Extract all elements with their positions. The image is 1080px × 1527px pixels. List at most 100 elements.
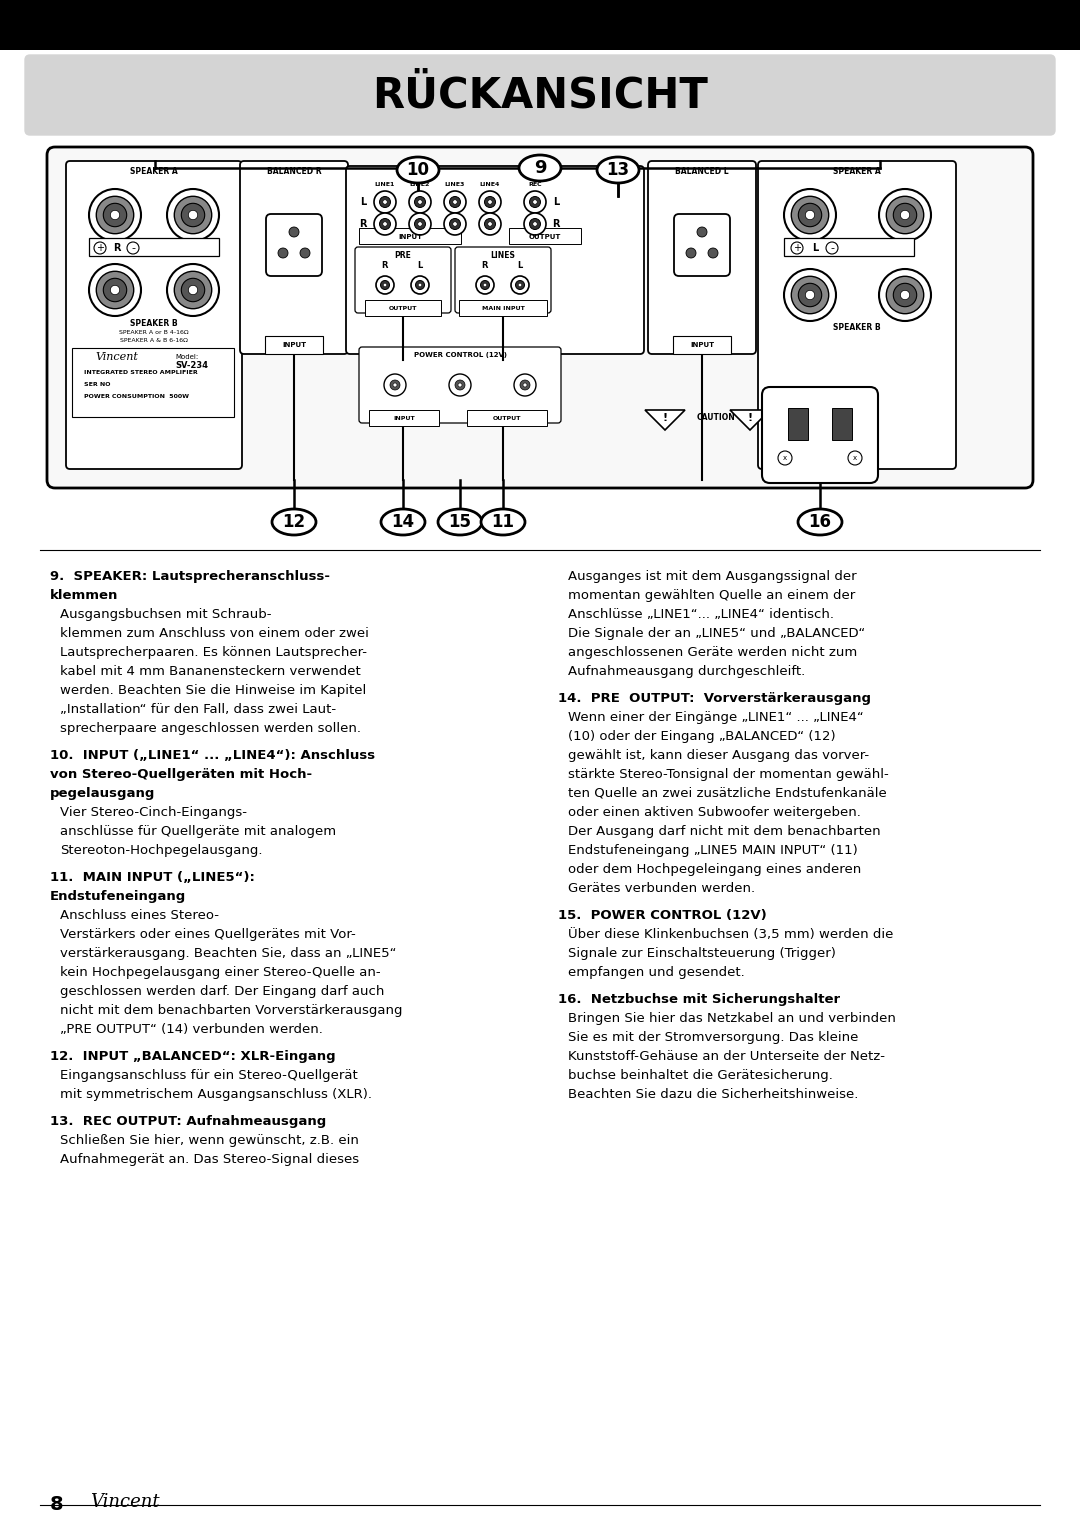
Ellipse shape: [438, 508, 482, 534]
Text: OUTPUT: OUTPUT: [389, 307, 417, 312]
Text: 11: 11: [491, 513, 514, 531]
FancyBboxPatch shape: [72, 348, 234, 417]
Circle shape: [708, 247, 718, 258]
Text: Lautsprecherpaaren. Es können Lautsprecher-: Lautsprecherpaaren. Es können Lautsprech…: [60, 646, 367, 660]
Circle shape: [418, 282, 422, 287]
Text: SPEAKER A or B 4-16Ω: SPEAKER A or B 4-16Ω: [119, 330, 189, 336]
Text: 11.  MAIN INPUT („LINE5“):: 11. MAIN INPUT („LINE5“):: [50, 870, 255, 884]
Text: SER NO: SER NO: [84, 382, 110, 386]
Circle shape: [826, 241, 838, 253]
Text: x: x: [783, 455, 787, 461]
Text: Schließen Sie hier, wenn gewünscht, z.B. ein: Schließen Sie hier, wenn gewünscht, z.B.…: [60, 1135, 359, 1147]
Ellipse shape: [519, 156, 561, 182]
Text: pegelausgang: pegelausgang: [50, 786, 156, 800]
Text: SPEAKER B: SPEAKER B: [131, 319, 178, 327]
Circle shape: [686, 247, 696, 258]
Ellipse shape: [272, 508, 316, 534]
Circle shape: [532, 200, 537, 205]
FancyBboxPatch shape: [467, 411, 546, 426]
Text: Ausgangsbuchsen mit Schraub-: Ausgangsbuchsen mit Schraub-: [60, 608, 271, 621]
Text: Vincent: Vincent: [90, 1493, 160, 1512]
Circle shape: [523, 383, 527, 386]
Text: empfangen und gesendet.: empfangen und gesendet.: [568, 967, 745, 979]
Text: R: R: [381, 261, 388, 269]
FancyBboxPatch shape: [266, 214, 322, 276]
Circle shape: [96, 197, 134, 234]
Text: Model:: Model:: [175, 354, 199, 360]
Circle shape: [167, 189, 219, 241]
Text: +: +: [793, 243, 801, 253]
Circle shape: [104, 278, 126, 302]
FancyBboxPatch shape: [509, 228, 581, 244]
Circle shape: [524, 191, 546, 212]
Text: 15.  POWER CONTROL (12V): 15. POWER CONTROL (12V): [558, 909, 767, 922]
Text: Der Ausgang darf nicht mit dem benachbarten: Der Ausgang darf nicht mit dem benachbar…: [568, 825, 880, 838]
Circle shape: [409, 191, 431, 212]
Text: LINES: LINES: [490, 252, 515, 261]
Text: INPUT: INPUT: [397, 234, 422, 240]
Text: Wenn einer der Eingänge „LINE1“ ... „LINE4“: Wenn einer der Eingänge „LINE1“ ... „LIN…: [568, 712, 864, 724]
Text: L: L: [517, 261, 523, 269]
Text: werden. Beachten Sie die Hinweise im Kapitel: werden. Beachten Sie die Hinweise im Kap…: [60, 684, 366, 696]
Text: angeschlossenen Geräte werden nicht zum: angeschlossenen Geräte werden nicht zum: [568, 646, 858, 660]
Text: R: R: [360, 218, 367, 229]
Text: verstärkerausgang. Beachten Sie, dass an „LINE5“: verstärkerausgang. Beachten Sie, dass an…: [60, 947, 396, 960]
Text: Aufnahmeausgang durchgeschleift.: Aufnahmeausgang durchgeschleift.: [568, 664, 806, 678]
Circle shape: [376, 276, 394, 295]
Text: Endstufeneingang: Endstufeneingang: [50, 890, 186, 902]
Ellipse shape: [381, 508, 426, 534]
Circle shape: [444, 212, 465, 235]
Circle shape: [798, 203, 822, 226]
Text: kein Hochpegelausgang einer Stereo-Quelle an-: kein Hochpegelausgang einer Stereo-Quell…: [60, 967, 380, 979]
Text: L: L: [553, 197, 559, 208]
Circle shape: [110, 211, 120, 220]
FancyBboxPatch shape: [25, 55, 1055, 134]
FancyBboxPatch shape: [359, 347, 561, 423]
Text: ten Quelle an zwei zusätzliche Endstufenkanäle: ten Quelle an zwei zusätzliche Endstufen…: [568, 786, 887, 800]
Text: Kunststoff-Gehäuse an der Unterseite der Netz-: Kunststoff-Gehäuse an der Unterseite der…: [568, 1051, 885, 1063]
Text: (10) oder der Eingang „BALANCED“ (12): (10) oder der Eingang „BALANCED“ (12): [568, 730, 836, 744]
Circle shape: [480, 191, 501, 212]
Text: INPUT: INPUT: [690, 342, 714, 348]
Circle shape: [449, 374, 471, 395]
Text: geschlossen werden darf. Der Eingang darf auch: geschlossen werden darf. Der Eingang dar…: [60, 985, 384, 999]
Circle shape: [480, 212, 501, 235]
Text: LINE3: LINE3: [445, 183, 465, 188]
Text: 16: 16: [809, 513, 832, 531]
Circle shape: [893, 203, 917, 226]
Circle shape: [455, 380, 465, 389]
Text: 12: 12: [283, 513, 306, 531]
Text: R: R: [113, 243, 121, 253]
Polygon shape: [730, 411, 770, 431]
Text: 13: 13: [607, 160, 630, 179]
Circle shape: [778, 450, 792, 466]
FancyBboxPatch shape: [762, 386, 878, 483]
FancyBboxPatch shape: [359, 228, 461, 244]
Circle shape: [390, 380, 400, 389]
Circle shape: [458, 383, 462, 386]
Circle shape: [791, 241, 804, 253]
Text: sprecherpaare angeschlossen werden sollen.: sprecherpaare angeschlossen werden solle…: [60, 722, 361, 734]
Text: POWER CONTROL (12V): POWER CONTROL (12V): [414, 353, 507, 357]
Text: +: +: [96, 243, 104, 253]
Text: klemmen zum Anschluss von einem oder zwei: klemmen zum Anschluss von einem oder zwe…: [60, 628, 369, 640]
Circle shape: [483, 282, 487, 287]
Circle shape: [453, 221, 457, 226]
FancyBboxPatch shape: [48, 147, 1032, 489]
Circle shape: [476, 276, 494, 295]
Text: BALANCED R: BALANCED R: [267, 168, 322, 177]
FancyBboxPatch shape: [346, 166, 644, 354]
Text: oder dem Hochpegeleingang eines anderen: oder dem Hochpegeleingang eines anderen: [568, 863, 861, 876]
Circle shape: [529, 197, 540, 208]
FancyBboxPatch shape: [784, 238, 914, 257]
FancyBboxPatch shape: [365, 299, 441, 316]
Circle shape: [887, 276, 923, 313]
Circle shape: [806, 211, 814, 220]
Text: R: R: [552, 218, 559, 229]
Circle shape: [379, 218, 391, 229]
Text: L: L: [360, 197, 366, 208]
Circle shape: [289, 228, 299, 237]
Circle shape: [485, 197, 496, 208]
Text: gewählt ist, kann dieser Ausgang das vorver-: gewählt ist, kann dieser Ausgang das vor…: [568, 750, 869, 762]
Text: Vier Stereo-Cinch-Eingangs-: Vier Stereo-Cinch-Eingangs-: [60, 806, 247, 818]
